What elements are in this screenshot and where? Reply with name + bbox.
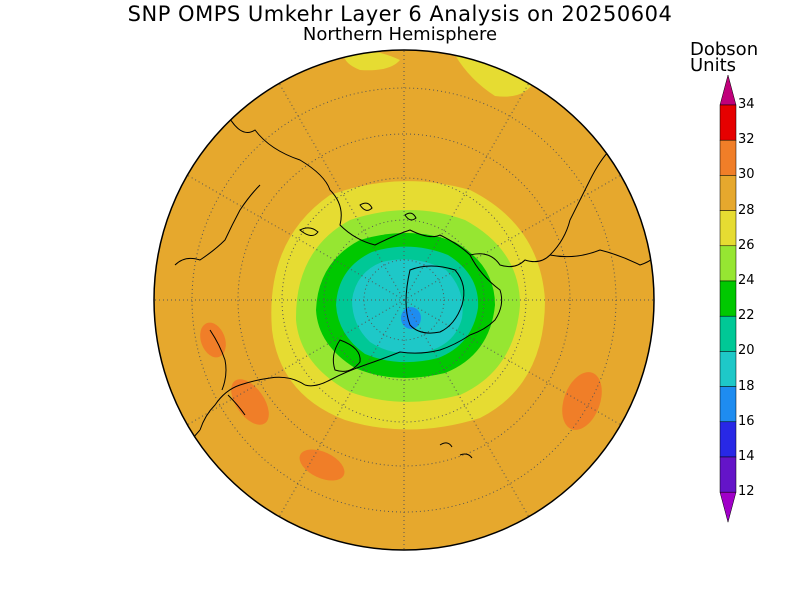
legend-title: Dobson Units (690, 39, 759, 76)
legend-title-line1: Dobson (690, 39, 759, 60)
legend-band-16-18 (719, 386, 737, 423)
legend-band-14-16 (719, 421, 737, 458)
legend-tick-label: 18 (738, 378, 755, 394)
band-30-32-patch (562, 372, 602, 430)
legend-band-12-14 (719, 456, 737, 493)
legend-arrow-top (719, 74, 737, 106)
color-legend (719, 74, 737, 524)
legend-band-24-26 (719, 245, 737, 282)
band-30-32-patch (231, 379, 269, 425)
legend-band-32-34 (719, 104, 737, 141)
legend-band-20-22 (719, 315, 737, 352)
map-title: SNP OMPS Umkehr Layer 6 Analysis on 2025… (127, 2, 673, 26)
legend-arrow-bottom (719, 491, 737, 524)
legend-band-30-32 (719, 139, 737, 176)
legend-tick-label: 32 (738, 132, 755, 148)
band-30-32-patch (200, 322, 226, 358)
legend-tick-label: 26 (738, 237, 755, 253)
band-16-18-minimum (401, 307, 421, 329)
legend-tick-label: 20 (738, 343, 755, 359)
legend-title-line2: Units (690, 55, 737, 76)
band-18-20 (352, 259, 463, 354)
legend-tick-label: 34 (738, 97, 755, 112)
legend-tick-label: 22 (738, 308, 755, 324)
band-26-28-patch (455, 54, 535, 97)
legend-tick-label: 28 (738, 202, 755, 218)
legend-tick-label: 12 (738, 484, 755, 500)
map-subtitle: Northern Hemisphere (302, 24, 498, 45)
band-30-32-patch (299, 449, 345, 481)
legend-band-18-20 (719, 351, 737, 387)
meridian-lines (154, 50, 654, 550)
legend-tick-label: 24 (738, 273, 755, 288)
map-border (153, 49, 655, 551)
legend-tick-label: 16 (738, 413, 755, 429)
legend-tick-label: 14 (738, 449, 755, 464)
legend-tick-label: 30 (738, 167, 755, 183)
legend-band-22-24 (719, 280, 737, 317)
legend-band-28-30 (719, 175, 737, 211)
legend-band-26-28 (719, 210, 737, 247)
